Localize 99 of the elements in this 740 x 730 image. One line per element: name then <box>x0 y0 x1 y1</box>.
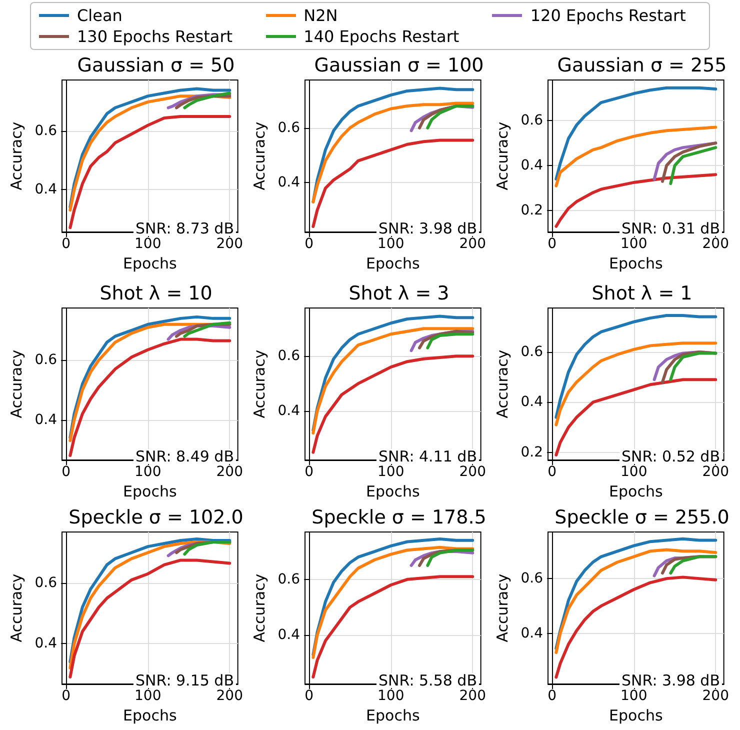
x-tick-label: 200 <box>459 688 486 704</box>
x-tick-label: 200 <box>216 688 244 704</box>
y-axis-title: Accuracy <box>250 350 268 418</box>
x-tick-label: 0 <box>62 688 71 704</box>
x-axis-title: Epochs <box>609 706 663 724</box>
x-tick-label: 0 <box>548 688 557 704</box>
x-axis-title: Epochs <box>123 706 177 724</box>
y-tick-label: 0.4 <box>520 394 544 410</box>
y-tick-label: 0.2 <box>520 444 543 460</box>
x-tick-label: 200 <box>702 236 730 252</box>
y-tick-label: 0.2 <box>520 202 543 219</box>
x-tick-label: 100 <box>134 688 162 704</box>
y-axis-title: Accuracy <box>250 122 268 190</box>
x-axis-title: Epochs <box>366 706 420 724</box>
x-tick-label: 100 <box>377 688 404 704</box>
legend-label: 130 Epochs Restart <box>77 27 233 46</box>
annotation: SNR: 9.15 dB <box>135 672 234 690</box>
y-tick-label: 0.4 <box>520 625 544 642</box>
x-tick-label: 0 <box>548 236 557 252</box>
y-tick-label: 0.4 <box>34 636 58 652</box>
legend-label: 140 Epochs Restart <box>304 27 460 46</box>
y-axis-title: Accuracy <box>7 122 26 190</box>
chart-title: Speckle σ = 178.5 <box>312 506 486 528</box>
x-tick-label: 200 <box>702 464 730 480</box>
x-tick-label: 200 <box>702 688 730 704</box>
x-tick-label: 0 <box>548 464 557 480</box>
chart-title: Shot λ = 1 <box>592 282 692 304</box>
y-tick-label: 0.6 <box>520 570 544 587</box>
annotation: SNR: 0.52 dB <box>621 448 720 466</box>
y-tick-label: 0.4 <box>278 627 300 644</box>
y-axis-title: Accuracy <box>493 574 512 642</box>
y-tick-label: 0.6 <box>278 571 300 588</box>
line-series <box>183 540 232 556</box>
x-axis-title: Epochs <box>123 482 177 500</box>
x-tick-label: 100 <box>377 236 404 252</box>
x-tick-label: 100 <box>134 236 162 252</box>
x-tick-label: 200 <box>216 464 244 480</box>
annotation: SNR: 3.98 dB <box>621 672 720 690</box>
y-tick-label: 0.4 <box>34 412 58 428</box>
y-tick-label: 0.6 <box>34 352 58 368</box>
x-tick-label: 200 <box>216 236 244 252</box>
line-series <box>183 92 232 110</box>
x-axis-title: Epochs <box>366 482 420 500</box>
x-tick-label: 0 <box>304 464 314 480</box>
line-series <box>554 126 718 188</box>
y-axis-title: Accuracy <box>250 574 268 642</box>
x-tick-label: 0 <box>304 688 314 704</box>
x-tick-label: 100 <box>377 464 404 480</box>
chart-title: Gaussian σ = 50 <box>77 54 235 76</box>
line-series <box>554 342 718 426</box>
x-axis-title: Epochs <box>366 254 420 272</box>
chart-title: Speckle σ = 102.0 <box>68 506 244 528</box>
line-series <box>669 352 718 382</box>
line-series <box>554 314 718 419</box>
line-series <box>183 321 232 338</box>
y-tick-label: 0.4 <box>278 174 300 191</box>
y-tick-label: 0.6 <box>278 348 300 364</box>
x-tick-label: 200 <box>459 464 486 480</box>
x-tick-label: 0 <box>62 464 71 480</box>
x-tick-label: 200 <box>459 236 486 252</box>
chart-title: Shot λ = 3 <box>348 282 450 304</box>
annotation: SNR: 8.49 dB <box>135 448 234 466</box>
y-axis-title: Accuracy <box>7 574 26 642</box>
y-axis-title: Accuracy <box>493 350 512 418</box>
y-tick-label: 0.6 <box>278 120 300 136</box>
y-axis-title: Accuracy <box>7 350 26 418</box>
legend-label: N2N <box>304 6 338 25</box>
legend-label: Clean <box>77 6 122 25</box>
x-tick-label: 100 <box>620 464 648 480</box>
chart-title: Gaussian σ = 255 <box>557 54 727 76</box>
y-tick-label: 0.4 <box>34 182 58 198</box>
chart-title: Shot λ = 10 <box>100 282 212 304</box>
y-tick-label: 0.6 <box>520 112 544 129</box>
y-axis-title: Accuracy <box>493 122 512 190</box>
chart-title: Speckle σ = 255.0 <box>554 506 730 528</box>
line-series <box>426 332 474 350</box>
x-axis-title: Epochs <box>609 482 663 500</box>
line-series <box>554 86 718 181</box>
annotation: SNR: 4.11 dB <box>378 448 477 466</box>
annotation: SNR: 3.98 dB <box>378 220 477 238</box>
x-tick-label: 100 <box>134 464 162 480</box>
annotation: SNR: 5.58 dB <box>378 672 477 690</box>
x-tick-label: 100 <box>620 236 648 252</box>
y-tick-label: 0.6 <box>34 574 58 591</box>
x-axis-title: Epochs <box>609 254 663 272</box>
legend-label: 120 Epochs Restart <box>530 6 686 25</box>
y-tick-label: 0.6 <box>520 344 544 360</box>
annotation: SNR: 0.31 dB <box>621 220 720 238</box>
y-tick-label: 0.6 <box>34 123 58 140</box>
x-tick-label: 0 <box>304 236 314 252</box>
y-tick-label: 0.4 <box>520 158 544 174</box>
y-tick-label: 0.4 <box>278 403 300 420</box>
chart-title: Gaussian σ = 100 <box>314 54 484 76</box>
line-series <box>669 146 718 186</box>
x-axis-title: Epochs <box>123 254 177 272</box>
line-series <box>660 142 718 183</box>
annotation: SNR: 8.73 dB <box>135 220 234 238</box>
x-tick-label: 100 <box>620 688 648 704</box>
x-tick-label: 0 <box>62 236 71 252</box>
